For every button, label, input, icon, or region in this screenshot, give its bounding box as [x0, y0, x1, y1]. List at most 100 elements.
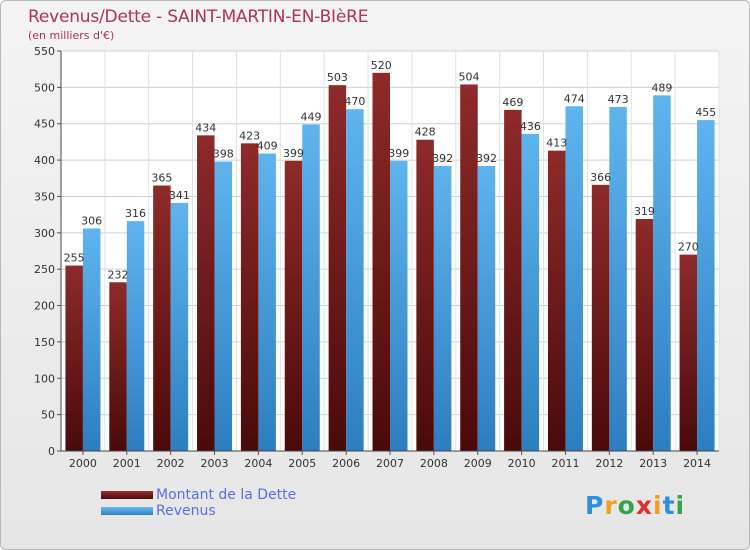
logo-letter: P — [585, 491, 605, 520]
bar-debt — [240, 143, 259, 451]
value-label-debt: 520 — [371, 59, 392, 72]
value-label-debt: 366 — [590, 171, 611, 184]
bar-revenus — [565, 106, 583, 451]
value-label-revenus: 455 — [695, 106, 716, 119]
logo-letter: t — [662, 491, 676, 520]
bar-debt — [460, 84, 478, 452]
x-tick-label: 2011 — [551, 457, 579, 470]
bar-debt — [284, 160, 303, 451]
bar-debt — [679, 254, 698, 451]
bar-debt — [372, 72, 390, 452]
bar-revenus — [477, 165, 496, 451]
value-label-debt: 399 — [283, 147, 304, 160]
bar-revenus — [302, 124, 320, 452]
bar-revenus — [214, 161, 233, 451]
value-label-revenus: 470 — [344, 95, 365, 108]
proxiti-logo: Proxiti — [585, 491, 685, 520]
x-tick-label: 2001 — [113, 457, 141, 470]
bar-revenus — [258, 153, 276, 451]
bar-revenus — [346, 109, 364, 451]
x-tick-label: 2000 — [69, 457, 97, 470]
bar-revenus — [609, 107, 627, 451]
value-label-debt: 413 — [546, 137, 567, 150]
y-tick-label: 0 — [48, 445, 55, 458]
x-tick-label: 2006 — [332, 457, 360, 470]
y-tick-label: 250 — [34, 263, 55, 276]
x-tick-label: 2012 — [595, 457, 623, 470]
chart-title: Revenus/Dette - SAINT-MARTIN-EN-BIèRE — [28, 7, 369, 27]
bar-debt — [591, 184, 610, 451]
value-label-debt: 503 — [327, 71, 348, 84]
value-label-revenus: 449 — [301, 110, 322, 123]
value-label-revenus: 316 — [125, 207, 146, 220]
value-label-revenus: 399 — [388, 147, 409, 160]
bar-debt — [197, 135, 215, 451]
value-label-debt: 270 — [678, 241, 699, 254]
value-label-debt: 365 — [151, 172, 172, 185]
value-label-debt: 232 — [108, 268, 129, 281]
x-tick-label: 2003 — [201, 457, 229, 470]
x-tick-label: 2010 — [508, 457, 536, 470]
bar-revenus — [433, 165, 452, 451]
y-tick-label: 300 — [34, 227, 55, 240]
y-tick-label: 550 — [34, 45, 55, 58]
bar-debt — [416, 139, 434, 451]
value-label-debt: 428 — [415, 126, 436, 139]
x-tick-label: 2007 — [376, 457, 404, 470]
logo-letter: i — [653, 491, 663, 520]
bar-revenus — [521, 133, 540, 451]
bar-revenus — [82, 228, 101, 451]
bar-debt — [328, 85, 347, 451]
x-tick-label: 2005 — [288, 457, 316, 470]
value-label-revenus: 306 — [81, 214, 102, 227]
value-label-revenus: 474 — [564, 92, 585, 105]
x-tick-label: 2009 — [464, 457, 492, 470]
y-tick-label: 200 — [34, 300, 55, 313]
value-label-debt: 504 — [458, 70, 479, 83]
y-tick-label: 50 — [41, 409, 55, 422]
x-tick-label: 2014 — [683, 457, 711, 470]
value-label-revenus: 392 — [476, 152, 497, 165]
bar-debt — [65, 265, 83, 451]
bar-debt — [153, 185, 171, 451]
value-label-debt: 423 — [239, 129, 260, 142]
legend-label-revenus: Revenus — [156, 503, 216, 519]
x-tick-label: 2008 — [420, 457, 448, 470]
value-label-debt: 319 — [634, 205, 655, 218]
bar-revenus — [697, 120, 715, 451]
y-tick-label: 400 — [34, 154, 55, 167]
value-label-revenus: 392 — [432, 152, 453, 165]
bar-debt — [635, 219, 654, 451]
y-tick-label: 100 — [34, 372, 55, 385]
bar-debt — [504, 109, 522, 451]
bar-revenus — [126, 221, 145, 451]
logo-letter: x — [635, 491, 653, 520]
bar-revenus — [653, 95, 671, 451]
y-tick-label: 450 — [34, 118, 55, 131]
y-tick-label: 350 — [34, 190, 55, 203]
y-tick-label: 500 — [34, 81, 55, 94]
value-label-revenus: 398 — [213, 148, 234, 161]
value-label-revenus: 489 — [651, 81, 672, 94]
logo-letter: r — [604, 491, 618, 520]
chart-subtitle: (en milliers d'€) — [28, 29, 115, 42]
logo-letter: i — [675, 491, 686, 520]
y-tick-label: 150 — [34, 336, 55, 349]
value-label-revenus: 473 — [608, 93, 629, 106]
bar-debt — [109, 282, 127, 451]
x-tick-label: 2013 — [639, 457, 667, 470]
value-label-revenus: 436 — [520, 120, 541, 133]
logo-letter: o — [617, 491, 636, 520]
value-label-revenus: 409 — [257, 140, 278, 153]
legend-label-debt: Montant de la Dette — [156, 487, 297, 503]
bar-revenus — [390, 160, 408, 451]
x-tick-label: 2002 — [157, 457, 185, 470]
bar-revenus — [170, 203, 189, 451]
value-label-debt: 469 — [502, 96, 523, 109]
legend-swatch-revenus — [101, 507, 153, 515]
value-label-debt: 255 — [64, 252, 85, 265]
value-label-revenus: 341 — [169, 189, 190, 202]
legend-swatch-debt — [101, 491, 153, 499]
